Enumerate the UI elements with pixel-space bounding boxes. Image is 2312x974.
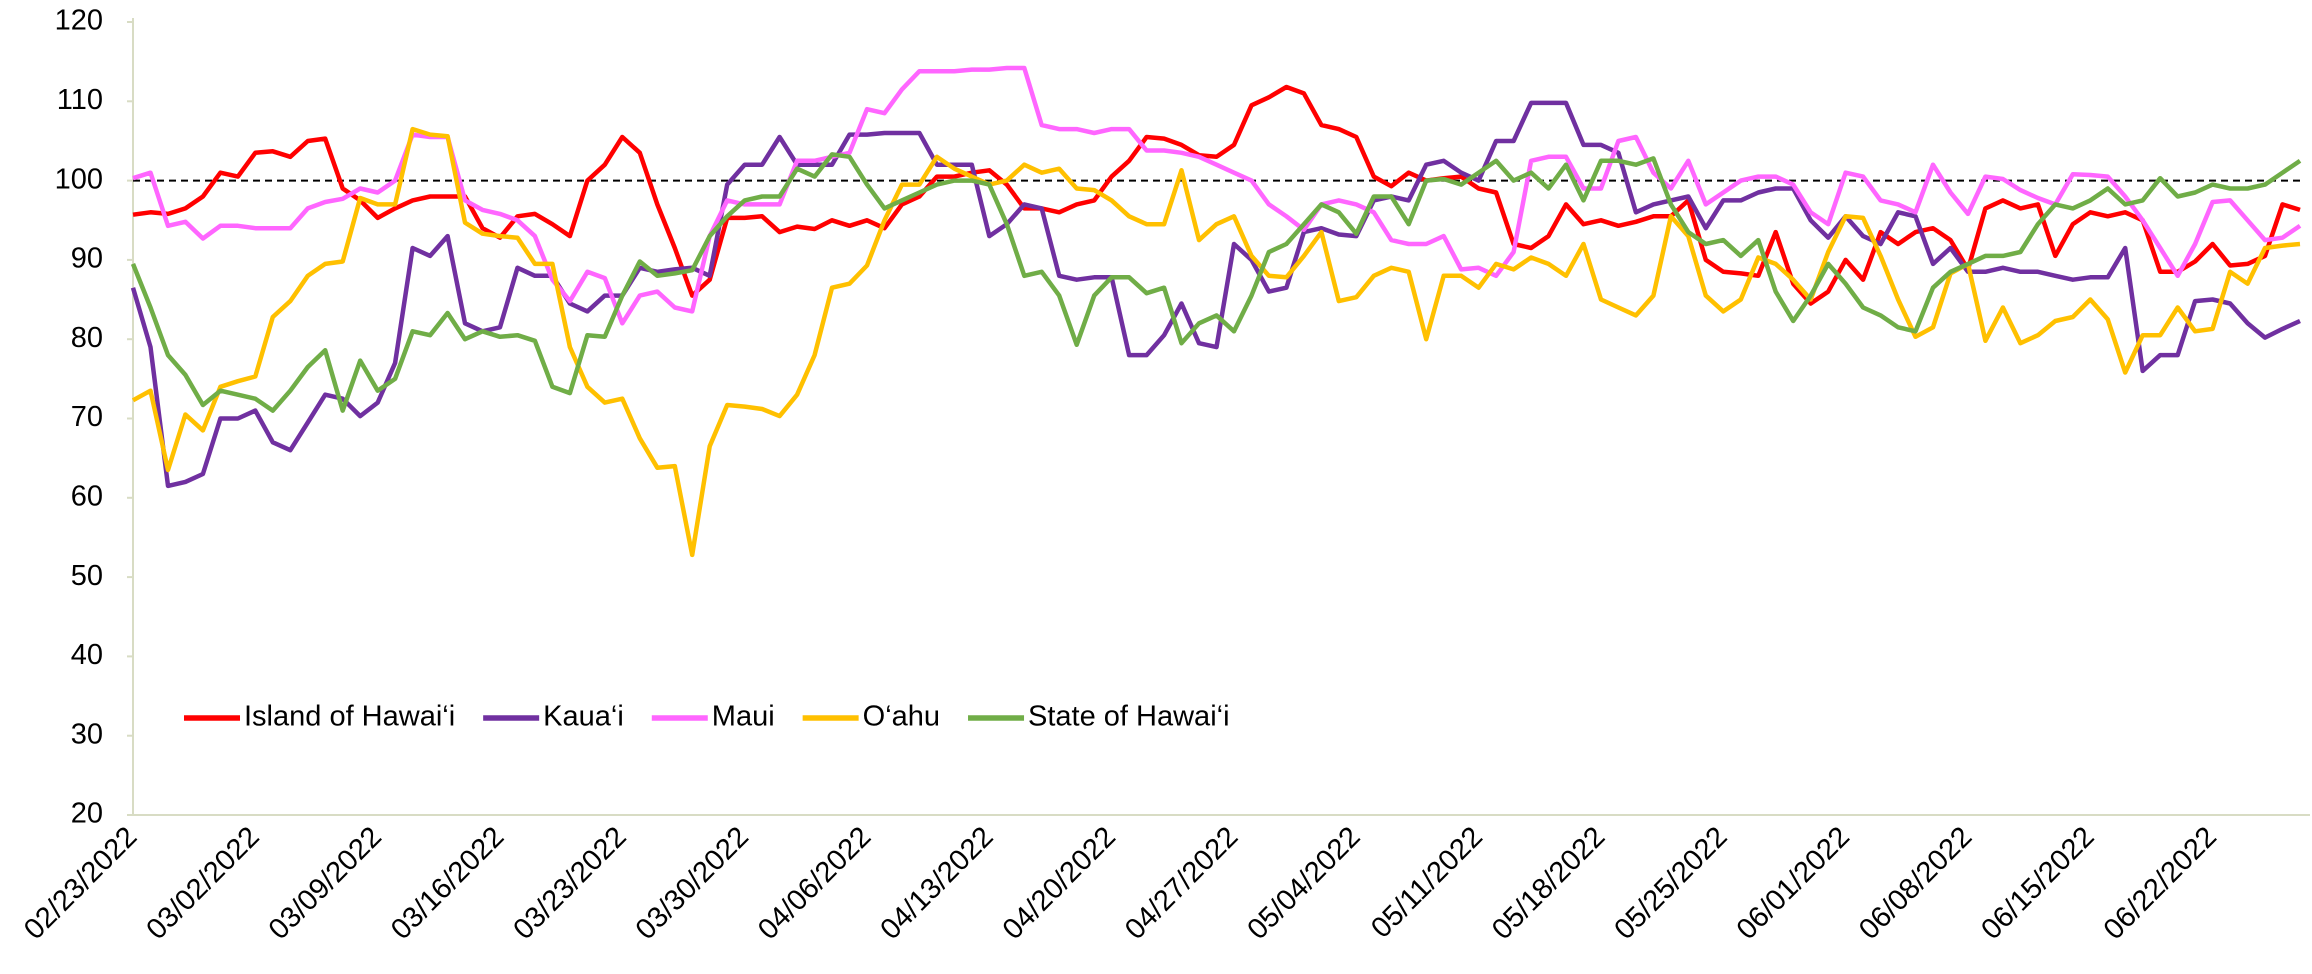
x-tick-label: 03/16/2022 <box>385 821 510 946</box>
x-tick-label: 06/08/2022 <box>1853 821 1978 946</box>
y-tick-label: 30 <box>71 718 103 750</box>
x-tick-label: 04/27/2022 <box>1119 821 1244 946</box>
legend-label: State of Hawai‘i <box>1028 701 1230 733</box>
y-tick-label: 70 <box>71 401 103 433</box>
x-tick-label: 05/11/2022 <box>1365 821 1489 945</box>
legend-label: Island of Hawai‘i <box>244 701 455 733</box>
y-tick-label: 50 <box>71 560 103 592</box>
x-tick-label: 05/18/2022 <box>1486 821 1611 946</box>
y-tick-label: 100 <box>55 163 103 195</box>
y-tick-label: 120 <box>55 5 103 37</box>
y-tick-label: 90 <box>71 243 103 275</box>
series-line <box>130 152 2302 413</box>
x-tick-label: 05/25/2022 <box>1608 821 1733 946</box>
x-tick-label: 03/23/2022 <box>507 821 632 946</box>
y-tick-label: 40 <box>71 639 103 671</box>
x-tick-label: 03/09/2022 <box>263 821 388 946</box>
x-tick-label: 03/02/2022 <box>140 821 265 946</box>
x-tick-label: 02/23/2022 <box>18 821 143 946</box>
x-tick-label: 04/06/2022 <box>752 821 877 946</box>
y-tick-label: 110 <box>57 84 103 116</box>
x-tick-label: 04/13/2022 <box>874 821 999 946</box>
series-line <box>131 126 2301 558</box>
x-tick-label: 06/15/2022 <box>1975 821 2100 946</box>
y-tick-label: 20 <box>71 798 103 830</box>
x-tick-label: 03/30/2022 <box>630 821 755 946</box>
x-tick-label: 04/20/2022 <box>997 821 1122 946</box>
y-tick-label: 60 <box>71 480 103 512</box>
x-tick-label: 06/01/2022 <box>1731 821 1856 946</box>
legend-label: Kaua‘i <box>543 701 624 733</box>
x-tick-label: 06/22/2022 <box>2098 821 2223 946</box>
series-line <box>130 100 2301 489</box>
series-line <box>132 65 2302 326</box>
legend-label: O‘ahu <box>863 701 940 733</box>
y-tick-label: 80 <box>71 322 103 354</box>
legend-label: Maui <box>712 701 775 733</box>
x-tick-label: 05/04/2022 <box>1241 821 1366 946</box>
